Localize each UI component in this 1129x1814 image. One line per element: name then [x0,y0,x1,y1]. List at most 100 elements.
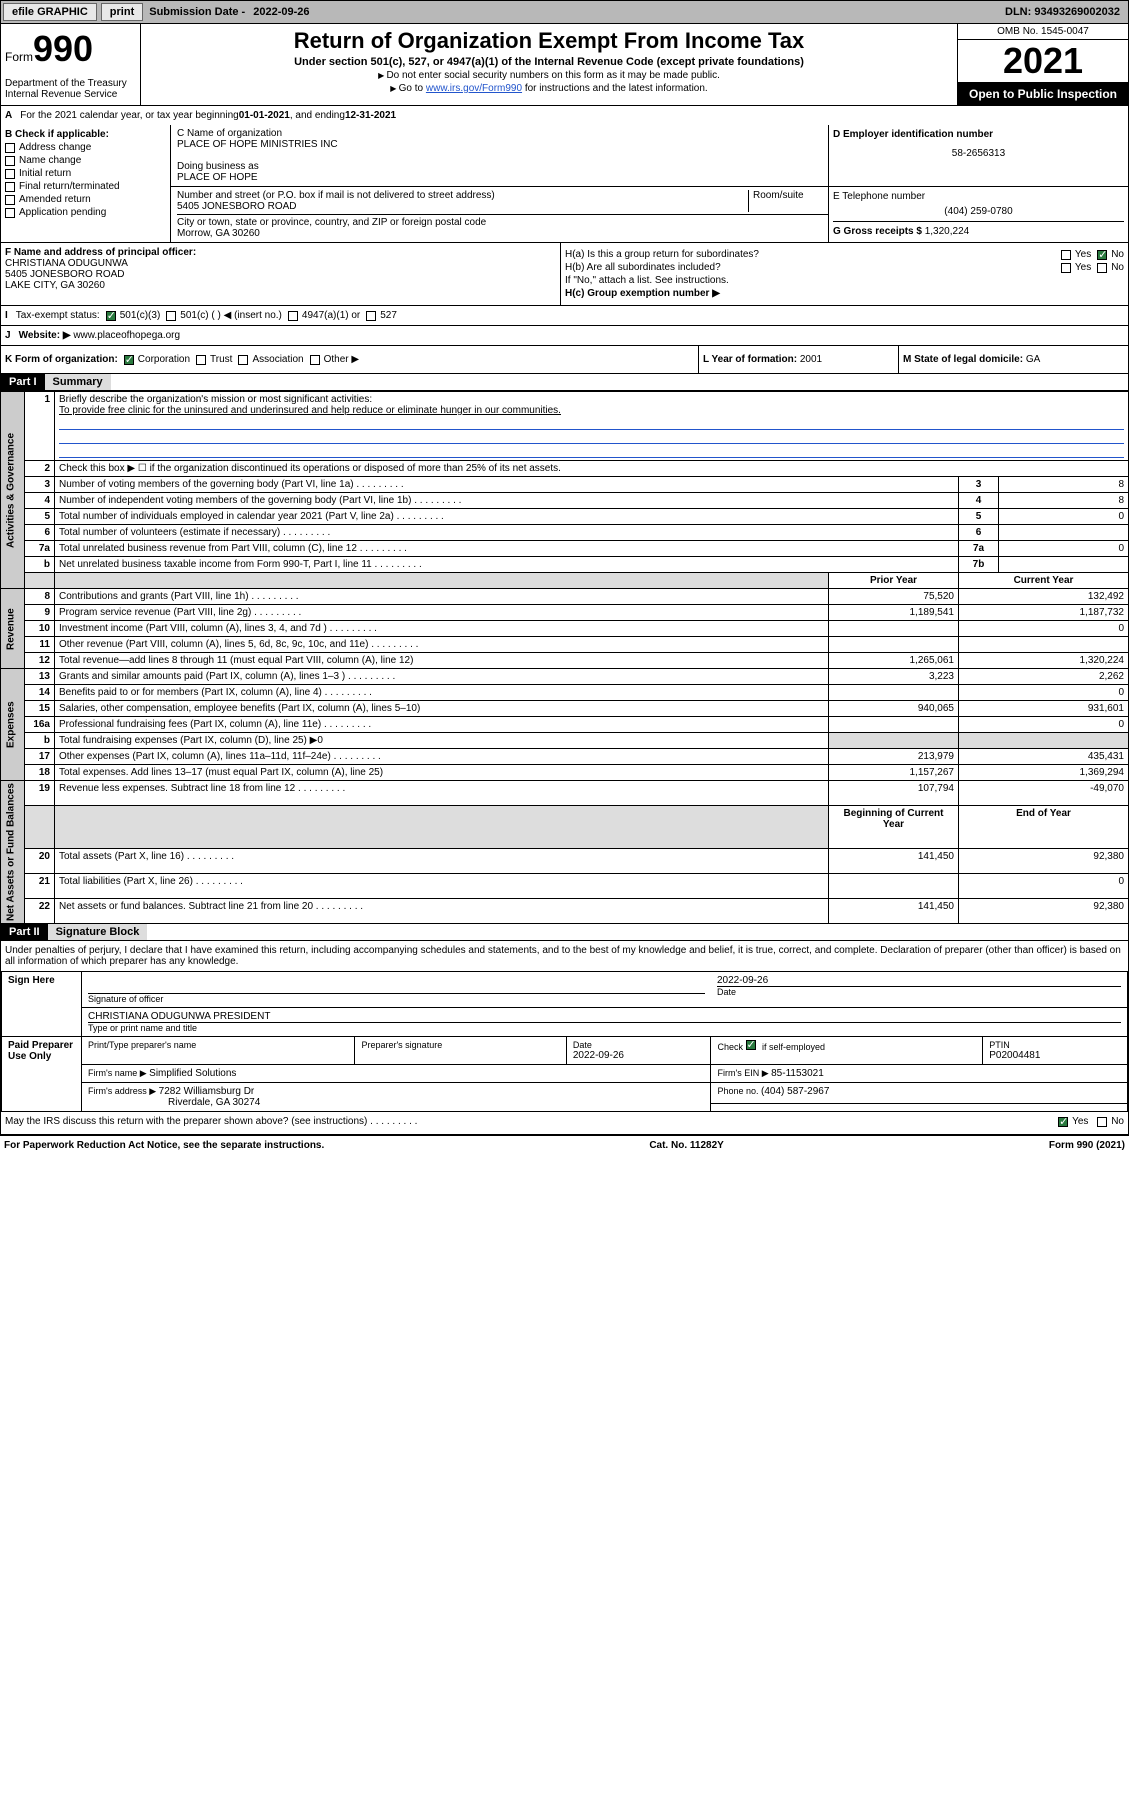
line7b-val [999,557,1129,573]
row-i: I Tax-exempt status: 501(c)(3) 501(c) ( … [0,306,1129,326]
submission-date: 2022-09-26 [249,6,313,18]
chk-address-change[interactable] [5,143,15,153]
discuss-row: May the IRS discuss this return with the… [1,1112,1128,1134]
line21-py [829,873,959,898]
form-number-footer: Form 990 (2021) [1049,1140,1125,1151]
irs-link[interactable]: www.irs.gov/Form990 [426,83,522,94]
paid-preparer-label: Paid Preparer Use Only [2,1037,82,1112]
line4-val: 8 [999,493,1129,509]
line21-cy: 0 [959,873,1129,898]
chk-self-employed[interactable] [746,1040,756,1050]
chk-4947[interactable] [288,311,298,321]
line18-cy: 1,369,294 [959,765,1129,781]
line11-py [829,637,959,653]
line15-cy: 931,601 [959,701,1129,717]
page-title: Return of Organization Exempt From Incom… [145,28,953,54]
chk-501c[interactable] [166,311,176,321]
col-b-checkboxes: B Check if applicable: Address change Na… [1,125,171,242]
row-f-h: F Name and address of principal officer:… [0,243,1129,306]
cat-number: Cat. No. 11282Y [649,1140,723,1151]
form-header: Form990 Department of the Treasury Inter… [0,24,1129,106]
sign-here-label: Sign Here [2,972,82,1037]
discuss-no[interactable] [1097,1117,1107,1127]
footer: For Paperwork Reduction Act Notice, see … [0,1135,1129,1155]
line10-py [829,621,959,637]
chk-assoc[interactable] [238,355,248,365]
state-domicile: GA [1026,354,1040,365]
line3-val: 8 [999,477,1129,493]
chk-name-change[interactable] [5,156,15,166]
chk-amended[interactable] [5,195,15,205]
line19-cy: -49,070 [959,781,1129,806]
firm-name: Simplified Solutions [149,1068,236,1079]
paperwork-notice: For Paperwork Reduction Act Notice, see … [4,1140,324,1151]
line16a-py [829,717,959,733]
dba-name: PLACE OF HOPE [177,172,828,183]
open-public: Open to Public Inspection [958,83,1128,105]
org-name: PLACE OF HOPE MINISTRIES INC [177,139,828,150]
line-a: A For the 2021 calendar year, or tax yea… [0,106,1129,125]
chk-final-return[interactable] [5,182,15,192]
dln: DLN: 93493269002032 [1005,6,1128,18]
side-expenses: Expenses [1,669,25,781]
line17-cy: 435,431 [959,749,1129,765]
ha-yes[interactable] [1061,250,1071,260]
line6-val [999,525,1129,541]
part2-header: Part II Signature Block [0,924,1129,941]
line11-cy [959,637,1129,653]
perjury-declaration: Under penalties of perjury, I declare th… [1,941,1128,971]
efile-graphic-button[interactable]: efile GRAPHIC [3,3,97,21]
print-button[interactable]: print [101,3,143,21]
line16a-cy: 0 [959,717,1129,733]
line14-py [829,685,959,701]
street-address: 5405 JONESBORO ROAD [177,201,748,212]
line22-py: 141,450 [829,898,959,923]
subtitle-3: Go to www.irs.gov/Form990 for instructio… [145,83,953,94]
topbar: efile GRAPHIC print Submission Date - 20… [0,0,1129,24]
chk-other[interactable] [310,355,320,365]
hb-no[interactable] [1097,263,1107,273]
line14-cy: 0 [959,685,1129,701]
line8-py: 75,520 [829,589,959,605]
chk-501c3[interactable] [106,311,116,321]
line15-py: 940,065 [829,701,959,717]
line13-py: 3,223 [829,669,959,685]
side-activities: Activities & Governance [1,392,25,589]
line12-cy: 1,320,224 [959,653,1129,669]
officer-name-title: CHRISTIANA ODUGUNWA PRESIDENT [88,1011,1121,1022]
chk-trust[interactable] [196,355,206,365]
line22-cy: 92,380 [959,898,1129,923]
chk-initial-return[interactable] [5,169,15,179]
chk-527[interactable] [366,311,376,321]
row-j: J Website: ▶ www.placeofhopega.org [0,326,1129,346]
firm-address: 7282 Williamsburg Dr [159,1086,255,1097]
side-netassets: Net Assets or Fund Balances [1,781,25,924]
omb-number: OMB No. 1545-0047 [958,24,1128,40]
line5-val: 0 [999,509,1129,525]
website: www.placeofhopega.org [73,330,180,341]
line20-py: 141,450 [829,848,959,873]
subtitle-2: Do not enter social security numbers on … [145,70,953,81]
line10-cy: 0 [959,621,1129,637]
line9-cy: 1,187,732 [959,605,1129,621]
line12-py: 1,265,061 [829,653,959,669]
firm-city: Riverdale, GA 30274 [168,1097,260,1108]
side-revenue: Revenue [1,589,25,669]
firm-phone: (404) 587-2967 [761,1086,829,1097]
ein: 58-2656313 [833,148,1124,159]
discuss-yes[interactable] [1058,1117,1068,1127]
form-number-box: Form990 Department of the Treasury Inter… [1,24,141,105]
part1-header: Part I Summary [0,374,1129,391]
line7a-val: 0 [999,541,1129,557]
line18-py: 1,157,267 [829,765,959,781]
line20-cy: 92,380 [959,848,1129,873]
line19-py: 107,794 [829,781,959,806]
tax-year: 2021 [958,40,1128,83]
ha-no[interactable] [1097,250,1107,260]
dept-treasury: Department of the Treasury Internal Reve… [5,78,136,100]
hb-yes[interactable] [1061,263,1071,273]
title-box: Return of Organization Exempt From Incom… [141,24,958,105]
chk-corp[interactable] [124,355,134,365]
chk-app-pending[interactable] [5,208,15,218]
line9-py: 1,189,541 [829,605,959,621]
